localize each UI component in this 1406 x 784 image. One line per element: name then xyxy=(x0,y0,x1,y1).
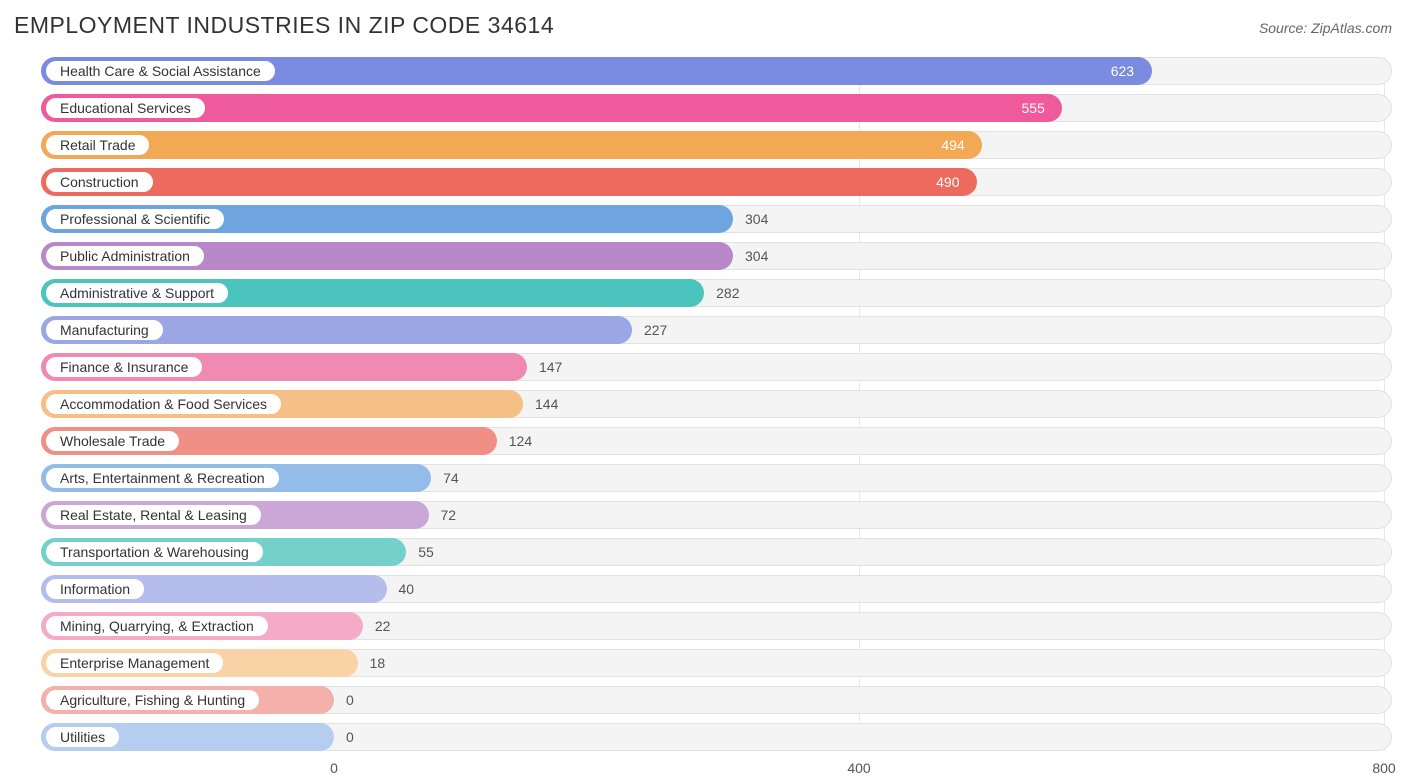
bar-row: Administrative & Support 282 xyxy=(14,279,1392,307)
bar-label-pill: Mining, Quarrying, & Extraction xyxy=(44,614,270,638)
bar-value: 22 xyxy=(375,612,391,640)
bar-row: Retail Trade 494 xyxy=(14,131,1392,159)
bar-value: 490 xyxy=(936,168,959,196)
bar-row: Arts, Entertainment & Recreation 74 xyxy=(14,464,1392,492)
bar-fill xyxy=(41,131,982,159)
bar-value: 147 xyxy=(539,353,562,381)
bar-label-pill: Public Administration xyxy=(44,244,206,268)
bar-row: Agriculture, Fishing & Hunting 0 xyxy=(14,686,1392,714)
bar-row: Health Care & Social Assistance 623 xyxy=(14,57,1392,85)
bar-value: 0 xyxy=(346,723,354,751)
bar-label-pill: Health Care & Social Assistance xyxy=(44,59,277,83)
source-label: Source: xyxy=(1259,20,1307,36)
bar-value: 0 xyxy=(346,686,354,714)
bar-value: 304 xyxy=(745,205,768,233)
bar-label-pill: Enterprise Management xyxy=(44,651,225,675)
x-axis-tick: 400 xyxy=(847,760,870,776)
bar-row: Professional & Scientific 304 xyxy=(14,205,1392,233)
bar-row: Manufacturing 227 xyxy=(14,316,1392,344)
x-axis: 0 400 800 xyxy=(14,760,1392,784)
bar-value: 18 xyxy=(370,649,386,677)
bar-row: Finance & Insurance 147 xyxy=(14,353,1392,381)
bar-chart: Health Care & Social Assistance 623 Educat… xyxy=(14,57,1392,784)
bar-label-pill: Finance & Insurance xyxy=(44,355,204,379)
bar-row: Information 40 xyxy=(14,575,1392,603)
bar-value: 555 xyxy=(1021,94,1044,122)
bar-label-pill: Administrative & Support xyxy=(44,281,230,305)
x-axis-tick: 0 xyxy=(330,760,338,776)
bar-label-pill: Information xyxy=(44,577,146,601)
bar-label-pill: Utilities xyxy=(44,725,121,749)
bar-row: Wholesale Trade 124 xyxy=(14,427,1392,455)
chart-title: EMPLOYMENT INDUSTRIES IN ZIP CODE 34614 xyxy=(14,12,554,39)
bar-value: 494 xyxy=(941,131,964,159)
x-axis-tick: 800 xyxy=(1372,760,1395,776)
bar-row: Educational Services 555 xyxy=(14,94,1392,122)
bar-value: 40 xyxy=(399,575,415,603)
bar-value: 282 xyxy=(716,279,739,307)
bar-label-pill: Accommodation & Food Services xyxy=(44,392,283,416)
bar-row: Accommodation & Food Services 144 xyxy=(14,390,1392,418)
source-value: ZipAtlas.com xyxy=(1311,20,1392,36)
bar-label-pill: Educational Services xyxy=(44,96,207,120)
bar-row: Utilities 0 xyxy=(14,723,1392,751)
bar-label-pill: Retail Trade xyxy=(44,133,151,157)
bar-value: 55 xyxy=(418,538,434,566)
bar-value: 623 xyxy=(1111,57,1134,85)
bar-fill xyxy=(41,168,977,196)
bar-row: Enterprise Management 18 xyxy=(14,649,1392,677)
bar-label-pill: Real Estate, Rental & Leasing xyxy=(44,503,263,527)
bar-label-pill: Professional & Scientific xyxy=(44,207,226,231)
bar-row: Transportation & Warehousing 55 xyxy=(14,538,1392,566)
bar-value: 74 xyxy=(443,464,459,492)
bar-label-pill: Agriculture, Fishing & Hunting xyxy=(44,688,261,712)
chart-header: EMPLOYMENT INDUSTRIES IN ZIP CODE 34614 … xyxy=(14,12,1392,39)
bar-label-pill: Wholesale Trade xyxy=(44,429,181,453)
bar-value: 304 xyxy=(745,242,768,270)
bar-row: Construction 490 xyxy=(14,168,1392,196)
bar-row: Public Administration 304 xyxy=(14,242,1392,270)
bar-value: 72 xyxy=(441,501,457,529)
bar-row: Mining, Quarrying, & Extraction 22 xyxy=(14,612,1392,640)
chart-source: Source: ZipAtlas.com xyxy=(1259,20,1392,36)
bar-value: 124 xyxy=(509,427,532,455)
bar-row: Real Estate, Rental & Leasing 72 xyxy=(14,501,1392,529)
bar-label-pill: Transportation & Warehousing xyxy=(44,540,265,564)
bar-value: 227 xyxy=(644,316,667,344)
bar-label-pill: Manufacturing xyxy=(44,318,165,342)
bar-label-pill: Construction xyxy=(44,170,155,194)
bar-label-pill: Arts, Entertainment & Recreation xyxy=(44,466,281,490)
bar-value: 144 xyxy=(535,390,558,418)
